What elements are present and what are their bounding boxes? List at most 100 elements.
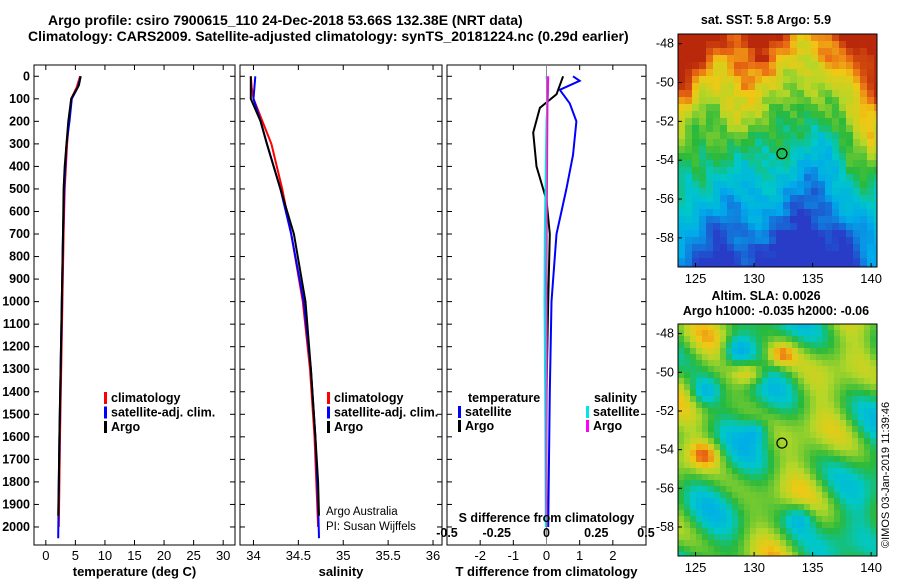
map-cell	[797, 83, 805, 91]
map-cell	[852, 402, 859, 409]
map-cell	[798, 480, 805, 487]
map-cell	[804, 181, 812, 189]
map-cell	[720, 251, 728, 259]
map-cell	[762, 251, 770, 259]
map-cell	[706, 139, 714, 147]
map-cell	[818, 181, 826, 189]
map-cell	[696, 438, 703, 445]
map-cell	[804, 69, 812, 77]
map-cell	[846, 153, 854, 161]
map-cell	[762, 336, 769, 343]
map-cell	[834, 408, 841, 415]
map-cell	[852, 420, 859, 427]
map-cell	[726, 336, 733, 343]
map-cell	[867, 83, 875, 91]
map-cell	[786, 516, 793, 523]
map-cell	[853, 90, 861, 98]
map-cell	[702, 396, 709, 403]
map-cell	[846, 118, 854, 126]
map-cell	[798, 516, 805, 523]
map-cell	[776, 251, 784, 259]
map-cell	[810, 516, 817, 523]
map-cell	[720, 342, 727, 349]
map-cell	[834, 504, 841, 511]
map-cell	[774, 462, 781, 469]
y-tick-label: 1600	[2, 430, 30, 444]
map-cell	[750, 504, 757, 511]
map-cell	[798, 546, 805, 553]
map-cell	[858, 360, 865, 367]
map-cell	[790, 90, 798, 98]
y-tick-label: 0	[23, 69, 30, 83]
map-cell	[834, 366, 841, 373]
map-cell	[769, 153, 777, 161]
map-cell	[734, 230, 742, 238]
map-cell	[714, 528, 721, 535]
map-cell	[811, 174, 819, 182]
map-cell	[839, 223, 847, 231]
map-cell	[858, 324, 865, 331]
y-tick-label: 400	[9, 159, 30, 173]
y-tick-label: 700	[9, 227, 30, 241]
map-cell	[690, 498, 697, 505]
map-cell	[874, 153, 877, 161]
map-cell	[769, 223, 777, 231]
map-cell	[828, 324, 835, 331]
map-cell	[685, 41, 693, 49]
map-cell	[696, 468, 703, 475]
map-cell	[678, 444, 685, 451]
map-cell	[834, 354, 841, 361]
map-cell	[678, 55, 686, 63]
map-cell	[853, 209, 861, 217]
map-cell	[822, 468, 829, 475]
map-cell	[756, 402, 763, 409]
map-cell	[720, 414, 727, 421]
map-cell	[750, 324, 757, 331]
map-cell	[874, 34, 877, 42]
y-tick-label: -56	[656, 192, 674, 206]
map-cell	[818, 202, 826, 210]
map-cell	[685, 209, 693, 217]
map-cell	[768, 486, 775, 493]
map-cell	[706, 216, 714, 224]
map-cell	[755, 69, 763, 77]
map-cell	[852, 396, 859, 403]
map-cell	[874, 69, 877, 77]
map-cell	[720, 265, 728, 267]
map-cell	[744, 522, 751, 529]
map-cell	[690, 330, 697, 337]
map-cell	[741, 104, 749, 112]
map-cell	[750, 450, 757, 457]
map-cell	[858, 444, 865, 451]
map-cell	[853, 55, 861, 63]
map-cell	[750, 546, 757, 553]
map-cell	[825, 62, 833, 70]
map-cell	[685, 181, 693, 189]
map-cell	[708, 504, 715, 511]
map-cell	[811, 146, 819, 154]
map-cell	[867, 160, 875, 168]
map-cell	[797, 69, 805, 77]
map-cell	[738, 438, 745, 445]
map-cell	[708, 324, 715, 331]
map-cell	[727, 188, 735, 196]
map-cell	[702, 432, 709, 439]
map-cell	[720, 160, 728, 168]
map-cell	[828, 360, 835, 367]
map-cell	[708, 456, 715, 463]
map-cell	[762, 474, 769, 481]
map-cell	[713, 118, 721, 126]
map-cell	[858, 378, 865, 385]
map-cell	[832, 69, 840, 77]
map-cell	[727, 216, 735, 224]
map-cell	[797, 90, 805, 98]
map-cell	[798, 456, 805, 463]
map-cell	[734, 139, 742, 147]
map-cell	[690, 534, 697, 541]
map-cell	[734, 167, 742, 175]
map-cell	[852, 522, 859, 529]
map-cell	[744, 468, 751, 475]
map-cell	[685, 188, 693, 196]
map-cell	[822, 486, 829, 493]
map-cell	[702, 474, 709, 481]
